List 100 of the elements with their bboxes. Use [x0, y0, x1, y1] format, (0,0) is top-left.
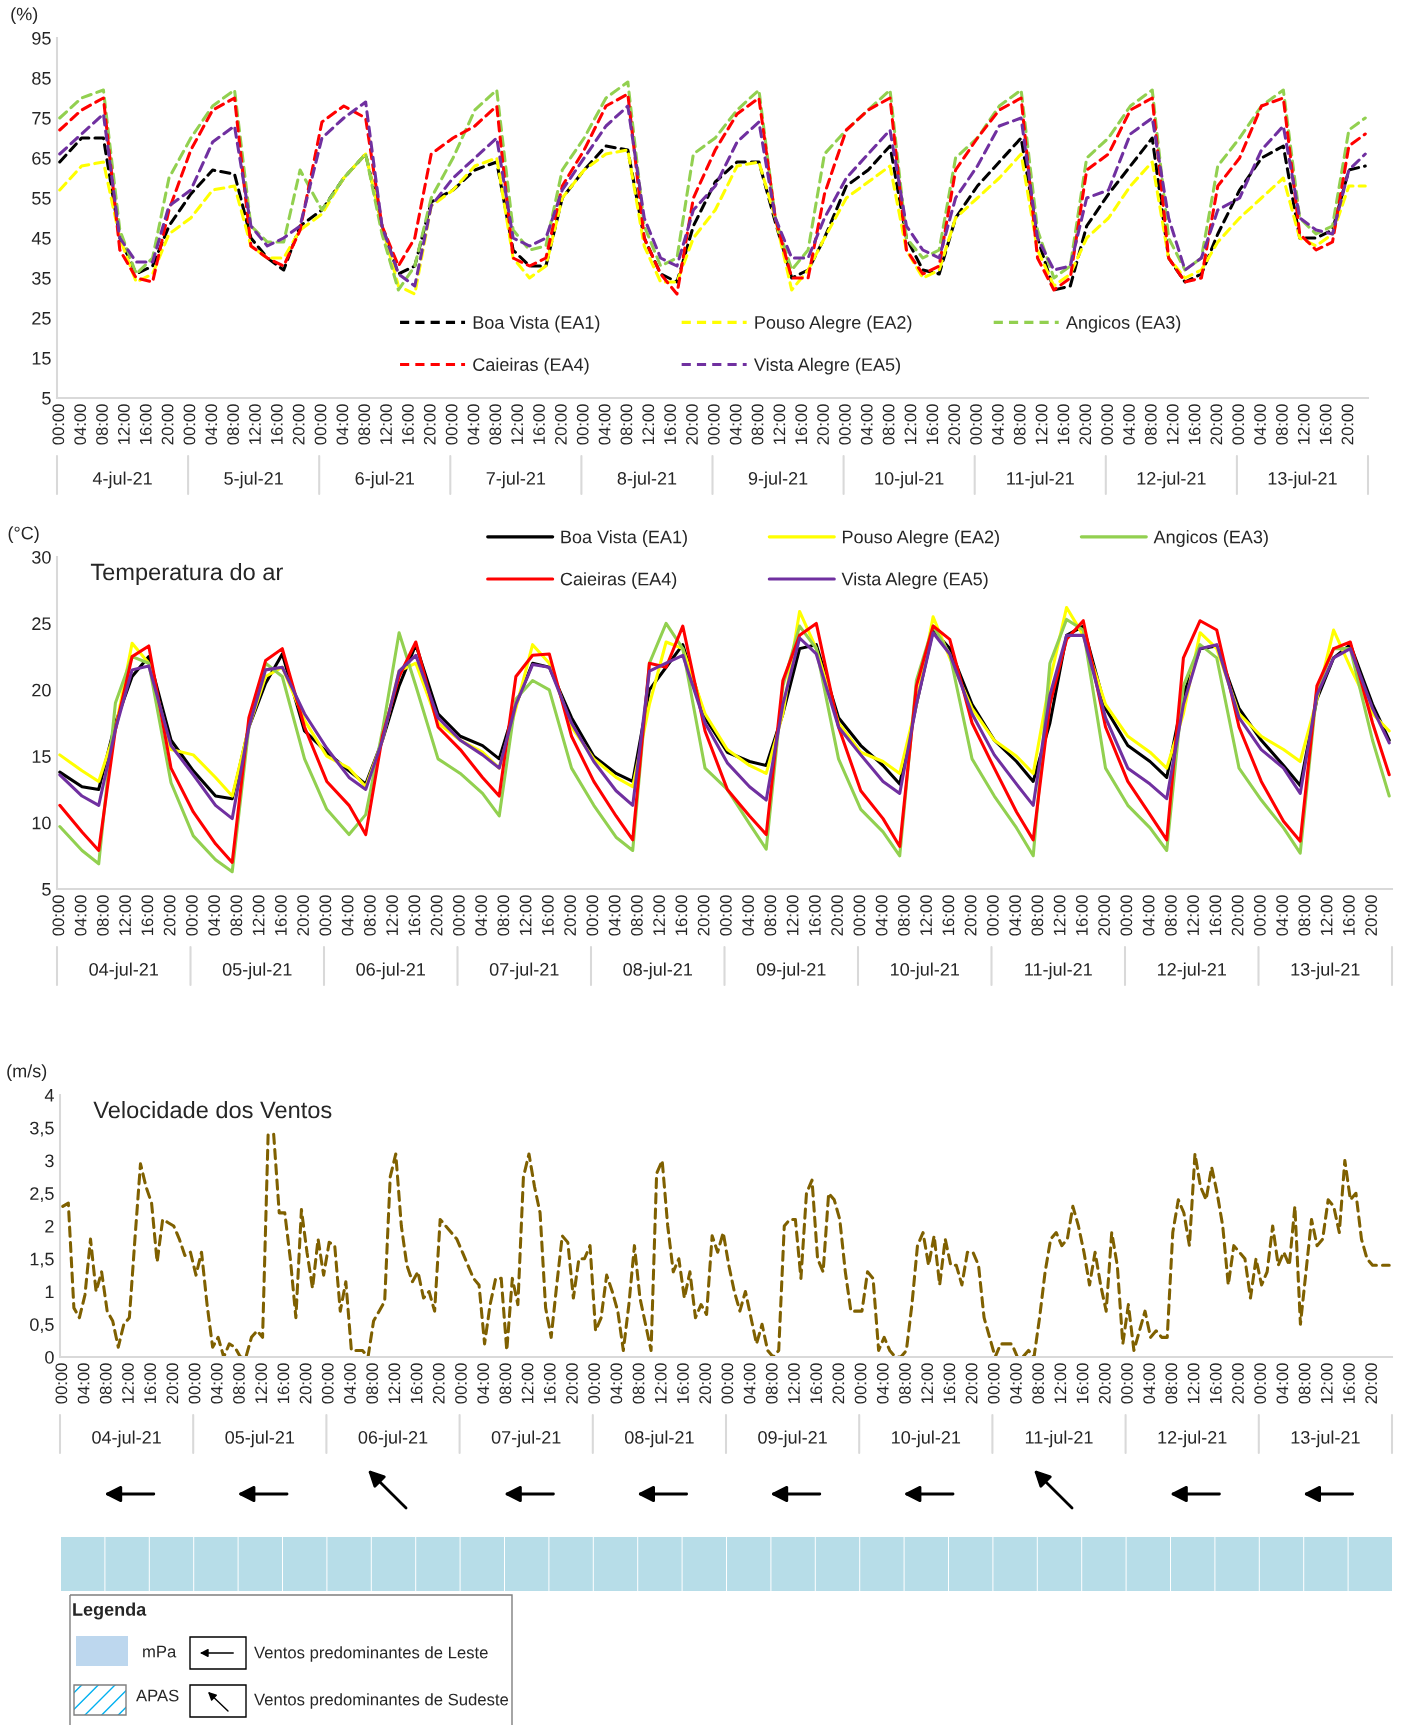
x-tick-label: 12:00 — [521, 1363, 534, 1403]
x-tick-label: 08:00 — [1032, 1363, 1045, 1404]
x-tick-label: 04:00 — [208, 895, 221, 936]
x-tick-label: 04:00 — [743, 1363, 756, 1404]
x-tick-label: 00:00 — [986, 895, 999, 936]
x-tick-label: 16:00 — [408, 895, 421, 935]
x-tick-label: 20:00 — [163, 895, 176, 936]
y-tick-label: 30 — [32, 550, 51, 564]
x-tick-label: 04:00 — [876, 1363, 889, 1404]
x-tick-label: 20:00 — [1365, 1363, 1378, 1404]
x-tick-label: 08:00 — [230, 895, 243, 936]
text: 05-jul-21 — [225, 1430, 295, 1448]
x-tick-label: 20:00 — [965, 1363, 978, 1404]
x-tick-label: 16:00 — [1209, 1363, 1222, 1403]
legend-label: Pouso Alegre (EA2) — [842, 530, 999, 547]
x-tick-label: 08:00 — [363, 895, 376, 936]
x-tick-label: 20:00 — [817, 404, 829, 445]
legend-label: Angicos (EA3) — [1065, 315, 1181, 333]
x-tick-label: 16:00 — [402, 404, 414, 444]
x-tick-label: 12:00 — [1297, 404, 1310, 444]
x-tick-label: 04:00 — [1123, 404, 1135, 445]
x-tick-label: 12:00 — [1054, 1363, 1067, 1403]
x-tick-label: 16:00 — [543, 1363, 556, 1403]
x-tick-label: 12:00 — [1320, 895, 1333, 935]
x-tick-label: 20:00 — [292, 404, 305, 445]
y-tick-label: 4 — [44, 1089, 54, 1102]
x-tick-label: 16:00 — [1209, 895, 1222, 935]
y-tick-label: 1,5 — [30, 1252, 54, 1268]
x-tick-label: 16:00 — [1075, 895, 1088, 935]
x-tick-label: 08:00 — [1164, 895, 1177, 936]
y-tick-label: 25 — [32, 311, 51, 325]
x-tick-label: 12:00 — [249, 404, 261, 444]
x-tick-label: 20:00 — [699, 1363, 712, 1404]
x-tick-label: 00:00 — [452, 895, 465, 936]
legend-label: Caieiras (EA4) — [560, 572, 677, 590]
x-tick-label: 12:00 — [1187, 895, 1200, 935]
x-tick-label: 04:00 — [467, 404, 480, 445]
x-tick-label: 08:00 — [499, 1363, 512, 1404]
x-tick-label: 04:00 — [1010, 1363, 1022, 1404]
x-tick-label: 16:00 — [926, 404, 939, 444]
x-tick-label: 16:00 — [1342, 895, 1355, 935]
x-tick-label: 04:00 — [1143, 1363, 1156, 1404]
x-tick-label: 08:00 — [358, 404, 371, 445]
x-tick-label: 16:00 — [270, 404, 283, 444]
y-tick-label: 2,5 — [30, 1187, 54, 1203]
x-tick-label: 08:00 — [1031, 895, 1044, 936]
x-tick-label: 00:00 — [970, 404, 982, 445]
x-tick-label: 04:00 — [729, 404, 742, 445]
x-tick-label: 00:00 — [854, 1363, 867, 1404]
x-tick-label: 04:00 — [608, 895, 621, 936]
x-tick-label: 04:00 — [341, 895, 354, 936]
x-tick-label: 12:00 — [788, 1363, 800, 1403]
y-tick-label: 3,5 — [30, 1121, 54, 1137]
x-tick-label: 08:00 — [632, 1363, 645, 1404]
x-tick-label: 08:00 — [630, 895, 643, 936]
legend-label: Vista Alegre (EA5) — [841, 572, 988, 590]
y-tick-label: 20 — [32, 683, 51, 697]
x-tick-label: 04:00 — [1142, 895, 1155, 936]
x-tick-label: 20:00 — [430, 895, 443, 936]
text: 13-jul-21 — [1268, 471, 1337, 489]
text: APAS — [136, 1689, 179, 1702]
y-axis-title: (%) — [11, 7, 38, 24]
x-tick-label: 12:00 — [380, 404, 392, 444]
x-tick-label: 08:00 — [489, 404, 502, 445]
text: 6-jul-21 — [355, 471, 414, 489]
x-tick-label: 12:00 — [1166, 404, 1179, 444]
legend-label: Boa Vista (EA1) — [561, 530, 687, 547]
x-tick-label: 04:00 — [1276, 1363, 1289, 1404]
y-tick-label: 85 — [32, 71, 51, 85]
x-tick-label: 16:00 — [144, 1363, 157, 1403]
x-tick-label: 12:00 — [1187, 1363, 1200, 1403]
text: Ventos predominantes de Leste — [254, 1646, 488, 1662]
x-tick-label: 12:00 — [122, 1363, 134, 1403]
x-tick-label: 20:00 — [1365, 895, 1378, 936]
x-tick-label: 20:00 — [161, 404, 174, 445]
x-tick-label: 20:00 — [564, 895, 577, 936]
text: 10-jul-21 — [892, 1430, 961, 1448]
x-tick-label: 12:00 — [252, 895, 265, 935]
x-tick-label: 08:00 — [882, 404, 895, 445]
x-tick-label: 08:00 — [1298, 895, 1311, 936]
x-tick-label: 04:00 — [875, 895, 888, 936]
x-tick-label: 16:00 — [1319, 404, 1332, 444]
x-tick-label: 04:00 — [210, 1363, 223, 1404]
y-tick-label: 3 — [45, 1154, 54, 1168]
text: 04-jul-21 — [89, 962, 158, 980]
x-tick-label: 20:00 — [964, 895, 977, 936]
x-tick-label: 00:00 — [183, 404, 196, 445]
x-tick-label: 00:00 — [52, 895, 65, 936]
x-tick-label: 16:00 — [664, 404, 677, 444]
x-tick-label: 04:00 — [344, 1363, 356, 1404]
x-tick-label: 00:00 — [853, 895, 866, 936]
text: 09-jul-21 — [756, 962, 826, 980]
x-tick-label: 00:00 — [987, 1363, 1000, 1404]
x-tick-label: 12:00 — [904, 404, 917, 444]
y-tick-label: 2 — [45, 1219, 54, 1233]
x-tick-label: 20:00 — [832, 1363, 845, 1404]
x-tick-label: 08:00 — [1298, 1363, 1311, 1404]
x-tick-label: 12:00 — [117, 404, 130, 444]
text: 7-jul-21 — [486, 471, 546, 489]
text: 07-jul-21 — [489, 962, 559, 980]
